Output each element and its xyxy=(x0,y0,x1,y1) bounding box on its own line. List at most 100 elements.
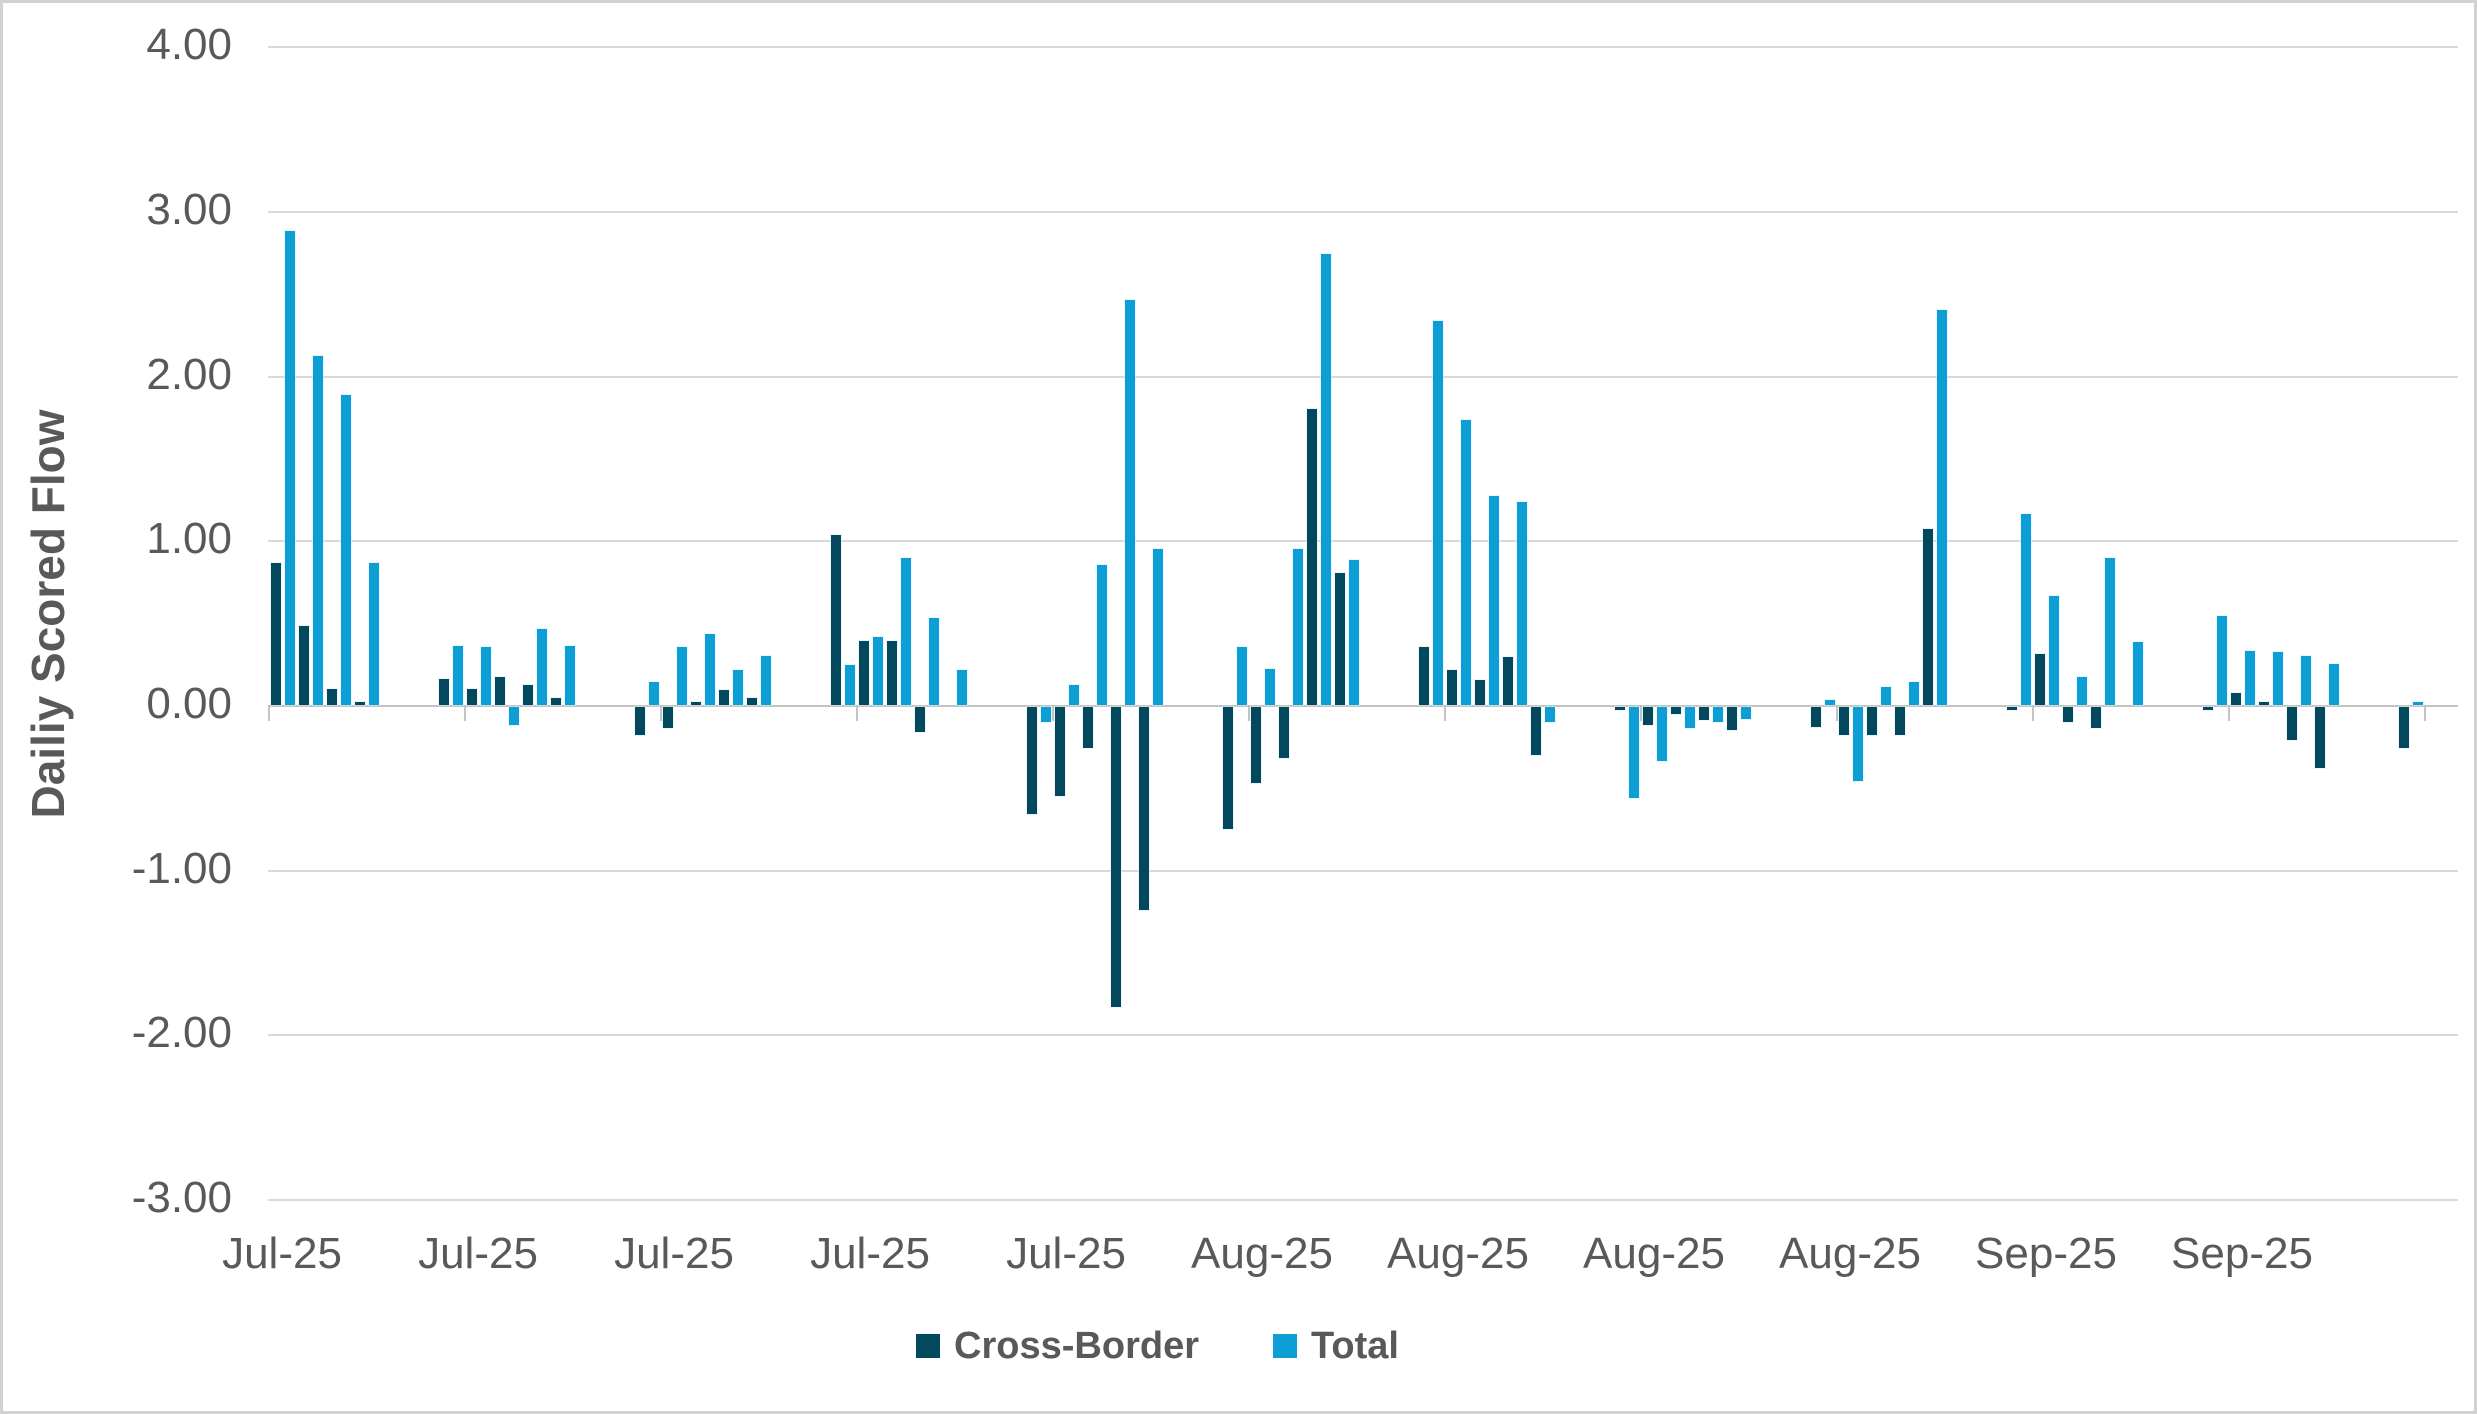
bar-cross-border xyxy=(327,689,337,705)
bar-cross-border xyxy=(915,707,925,732)
x-tick-label: Aug-25 xyxy=(1583,1229,1725,1278)
bar-cross-border xyxy=(1475,680,1485,705)
legend-marker-cross-border xyxy=(916,1334,941,1358)
bar-cross-border xyxy=(1139,707,1149,910)
bar-total xyxy=(2021,514,2031,705)
bar-total xyxy=(341,395,351,705)
bar-cross-border xyxy=(1671,707,1681,714)
legend-label-cross-border: Cross-Border xyxy=(954,1325,1199,1367)
bar-cross-border xyxy=(1279,707,1289,758)
bar-total xyxy=(2301,656,2311,705)
gridline xyxy=(268,1034,2458,1036)
bar-total xyxy=(1881,687,1891,705)
x-axis-tick xyxy=(464,707,466,721)
bar-cross-border xyxy=(551,698,561,705)
bar-total xyxy=(2245,651,2255,705)
bar-cross-border xyxy=(1083,707,1093,748)
bar-cross-border xyxy=(1335,573,1345,705)
bar-total xyxy=(565,646,575,705)
x-axis-tick xyxy=(1052,707,1054,721)
legend-marker-total xyxy=(1273,1334,1297,1358)
bar-cross-border xyxy=(299,626,309,705)
bar-total xyxy=(2413,702,2423,705)
bar-cross-border xyxy=(747,698,757,705)
bar-cross-border xyxy=(495,677,505,705)
bar-total xyxy=(2077,677,2087,705)
bar-cross-border xyxy=(1027,707,1037,814)
bar-total xyxy=(649,682,659,705)
bar-total xyxy=(1097,565,1107,705)
bar-total xyxy=(705,634,715,705)
x-axis-tick xyxy=(660,707,662,721)
bar-total xyxy=(873,637,883,705)
x-tick-label: Jul-25 xyxy=(1006,1229,1126,1278)
bar-cross-border xyxy=(1643,707,1653,725)
x-axis-line xyxy=(268,705,2458,707)
bar-total xyxy=(677,647,687,705)
x-axis-tick xyxy=(2228,707,2230,721)
bar-cross-border xyxy=(635,707,645,735)
bar-total xyxy=(2133,642,2143,705)
bar-total xyxy=(1853,707,1863,781)
bar-cross-border xyxy=(1839,707,1849,735)
bar-total xyxy=(2105,558,2115,705)
bar-total xyxy=(1741,707,1751,719)
y-tick-label: 4.00 xyxy=(146,20,232,69)
bar-cross-border xyxy=(1867,707,1877,735)
bar-total xyxy=(1685,707,1695,728)
gridline xyxy=(268,540,2458,542)
bar-total xyxy=(1125,300,1135,705)
bar-total xyxy=(957,670,967,705)
bar-cross-border xyxy=(2315,707,2325,768)
bar-total xyxy=(369,563,379,705)
bar-cross-border xyxy=(467,689,477,705)
bar-cross-border xyxy=(2091,707,2101,728)
bar-total xyxy=(1321,254,1331,705)
legend-item-total: Total xyxy=(1273,1326,1399,1366)
legend-label-total: Total xyxy=(1311,1325,1399,1367)
x-axis-tick xyxy=(1836,707,1838,721)
x-tick-label: Sep-25 xyxy=(2171,1229,2313,1278)
bar-total xyxy=(1517,502,1527,705)
bar-total xyxy=(1265,669,1275,705)
legend: Cross-Border Total xyxy=(0,1322,2477,1370)
x-tick-label: Sep-25 xyxy=(1975,1229,2117,1278)
bar-cross-border xyxy=(1111,707,1121,1007)
bar-total xyxy=(1293,549,1303,705)
y-tick-label: -1.00 xyxy=(131,844,232,893)
bar-cross-border xyxy=(1923,529,1933,705)
x-tick-label: Jul-25 xyxy=(418,1229,538,1278)
bar-total xyxy=(1237,647,1247,705)
bar-total xyxy=(453,646,463,705)
bar-cross-border xyxy=(2259,702,2269,705)
bar-total xyxy=(1349,560,1359,705)
bar-total xyxy=(1657,707,1667,761)
bar-cross-border xyxy=(1811,707,1821,727)
bar-total xyxy=(1713,707,1723,722)
x-axis-tick xyxy=(1640,707,1642,721)
x-axis-tick xyxy=(2424,707,2426,721)
bar-total xyxy=(901,558,911,705)
bar-cross-border xyxy=(1699,707,1709,720)
bar-cross-border xyxy=(859,641,869,705)
bar-total xyxy=(1825,700,1835,705)
bar-cross-border xyxy=(271,563,281,705)
gridline xyxy=(268,46,2458,48)
x-tick-label: Aug-25 xyxy=(1191,1229,1333,1278)
x-tick-label: Jul-25 xyxy=(614,1229,734,1278)
bar-cross-border xyxy=(1223,707,1233,829)
bar-total xyxy=(313,356,323,705)
bar-total xyxy=(1153,549,1163,705)
bar-cross-border xyxy=(1503,657,1513,705)
bar-cross-border xyxy=(439,679,449,705)
bar-total xyxy=(1629,707,1639,798)
bar-cross-border xyxy=(1419,647,1429,705)
bar-cross-border xyxy=(1895,707,1905,735)
bar-total xyxy=(1937,310,1947,705)
bar-cross-border xyxy=(1727,707,1737,730)
bar-cross-border xyxy=(2063,707,2073,722)
bar-total xyxy=(733,670,743,705)
bar-cross-border xyxy=(2287,707,2297,740)
bar-total xyxy=(929,618,939,705)
